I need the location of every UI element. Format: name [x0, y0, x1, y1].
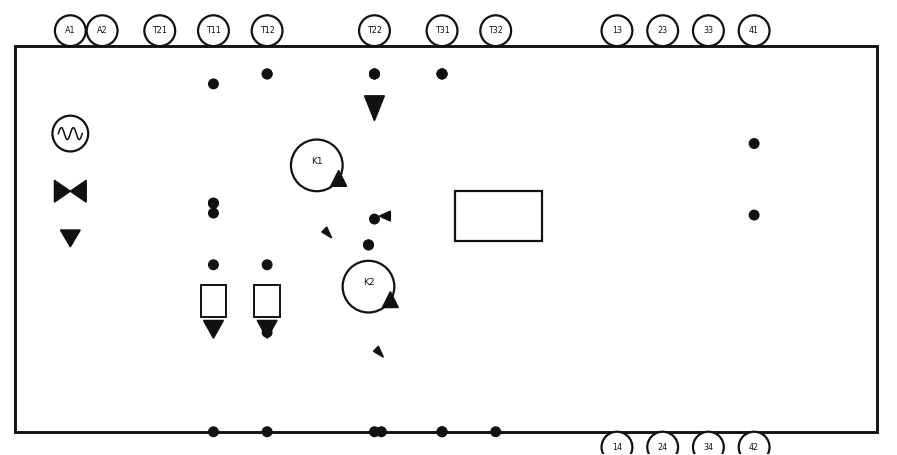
Text: +: + [65, 61, 75, 75]
Text: T22: T22 [367, 26, 382, 35]
Bar [201, 285, 226, 318]
Text: T11: T11 [206, 26, 221, 35]
Circle shape [209, 427, 218, 436]
Circle shape [491, 427, 501, 436]
Text: K2: K2 [570, 222, 583, 232]
Circle shape [262, 69, 272, 79]
Text: 34: 34 [703, 443, 713, 452]
Text: K1: K1 [279, 216, 292, 226]
Circle shape [55, 15, 86, 46]
Text: SA: SA [95, 186, 108, 196]
Text: 14: 14 [612, 443, 622, 452]
Circle shape [370, 69, 379, 79]
Circle shape [52, 116, 88, 152]
Circle shape [370, 427, 379, 436]
Circle shape [739, 15, 770, 46]
Text: K2: K2 [362, 278, 374, 287]
Circle shape [209, 198, 218, 208]
Text: Control: Control [483, 206, 515, 215]
Polygon shape [331, 170, 346, 186]
Text: K1: K1 [311, 157, 323, 166]
Circle shape [602, 15, 632, 46]
Polygon shape [70, 180, 86, 202]
Bar [254, 285, 280, 318]
Circle shape [427, 15, 457, 46]
Circle shape [437, 69, 447, 79]
Text: circuit: circuit [484, 221, 513, 229]
Polygon shape [373, 346, 383, 357]
Circle shape [262, 328, 272, 337]
Circle shape [363, 240, 373, 250]
Bar [455, 191, 543, 241]
Text: 24: 24 [658, 443, 667, 452]
Circle shape [693, 15, 724, 46]
Circle shape [370, 69, 379, 79]
Circle shape [602, 432, 632, 455]
Text: 41: 41 [749, 26, 759, 35]
Text: a: a [335, 327, 341, 337]
Polygon shape [379, 211, 390, 221]
Circle shape [209, 208, 218, 218]
Text: T12: T12 [259, 26, 274, 35]
Circle shape [749, 210, 759, 220]
Text: K1: K1 [570, 148, 583, 158]
Circle shape [370, 69, 379, 79]
Circle shape [370, 214, 379, 224]
Polygon shape [322, 227, 332, 238]
Circle shape [144, 15, 175, 46]
Circle shape [359, 15, 390, 46]
Circle shape [262, 69, 272, 79]
Circle shape [739, 432, 770, 455]
Circle shape [693, 432, 724, 455]
Text: a: a [379, 196, 386, 206]
Circle shape [209, 260, 218, 269]
Circle shape [343, 261, 395, 313]
Text: K2: K2 [402, 182, 415, 192]
Text: 42: 42 [749, 443, 759, 452]
Circle shape [437, 69, 447, 79]
Circle shape [291, 140, 343, 191]
Circle shape [209, 198, 218, 208]
Circle shape [262, 260, 272, 269]
Polygon shape [60, 230, 80, 247]
Polygon shape [257, 320, 277, 339]
Bar [14, 46, 877, 432]
Circle shape [377, 427, 387, 436]
Polygon shape [382, 292, 398, 308]
Circle shape [198, 15, 229, 46]
Circle shape [262, 427, 272, 436]
Text: K2: K2 [339, 180, 352, 190]
Text: TH: TH [94, 129, 108, 139]
Text: A2: A2 [97, 26, 108, 35]
Circle shape [749, 139, 759, 148]
Circle shape [437, 69, 447, 79]
Polygon shape [55, 180, 70, 202]
Circle shape [87, 15, 118, 46]
Text: K1: K1 [501, 184, 513, 194]
Text: −: − [96, 61, 108, 75]
Text: T21: T21 [152, 26, 167, 35]
Text: A1: A1 [65, 26, 75, 35]
Circle shape [437, 427, 447, 436]
Circle shape [437, 427, 447, 436]
Text: 23: 23 [658, 26, 667, 35]
Circle shape [363, 240, 373, 250]
Polygon shape [364, 96, 385, 121]
Polygon shape [204, 320, 223, 339]
Text: T32: T32 [488, 26, 503, 35]
Text: 13: 13 [612, 26, 622, 35]
Circle shape [209, 79, 218, 89]
Circle shape [252, 15, 283, 46]
Text: T31: T31 [435, 26, 449, 35]
Text: 33: 33 [703, 26, 713, 35]
Circle shape [648, 15, 678, 46]
Circle shape [480, 15, 511, 46]
Circle shape [648, 432, 678, 455]
